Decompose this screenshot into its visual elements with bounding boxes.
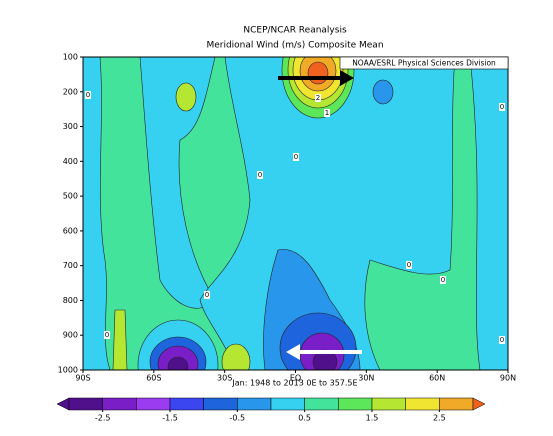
y-tick-label: 300 [63, 122, 78, 131]
colorbar-label: -2.5 [95, 414, 111, 423]
contour-label-bg [204, 291, 210, 299]
colorbar-label: -0.5 [230, 414, 246, 423]
colorbar-bin [136, 397, 171, 411]
y-tick-label: 700 [63, 261, 78, 270]
caption: Jan: 1948 to 2013 0E to 357.5E [231, 379, 357, 388]
contour-label-bg [499, 103, 505, 111]
x-tick-label: 30N [358, 374, 374, 383]
contour-label-bg [104, 331, 110, 339]
colorbar-bin [304, 397, 339, 411]
y-tick-label: 100 [63, 53, 78, 62]
contour-label: 0 [294, 153, 298, 161]
x-tick-label: 60S [146, 374, 161, 383]
colorbar-bin [371, 397, 406, 411]
x-tick-label: 90N [500, 374, 516, 383]
y-tick-label: 1000 [58, 366, 78, 375]
contour-label-bg [293, 153, 299, 161]
x-tick-label: EQ [290, 374, 301, 383]
colorbar-label: 0.5 [298, 414, 311, 423]
contour-label: 0 [258, 171, 262, 179]
contour-label-bg [85, 91, 91, 99]
y-tick-label: 500 [63, 192, 78, 201]
y-tick-label: 400 [63, 157, 78, 166]
contour-label: 0 [205, 291, 209, 299]
contour-label: 0 [441, 276, 445, 284]
y-tick-label: 800 [63, 296, 78, 305]
contour-label: 2 [316, 94, 320, 102]
colorbar-end [56, 397, 70, 411]
colorbar-bin [405, 397, 440, 411]
chart-title: NCEP/NCAR Reanalysis [243, 26, 347, 36]
contour-label: 0 [500, 103, 504, 111]
contour-label: 0 [500, 336, 504, 344]
colorbar-end [472, 397, 486, 411]
colorbar-bin [68, 397, 103, 411]
colorbar-label: 2.5 [433, 414, 446, 423]
colorbar-bin [169, 397, 204, 411]
contour-label-bg [324, 109, 330, 117]
white-arrow [286, 344, 362, 360]
black-arrow [278, 70, 354, 86]
credit: NOAA/ESRL Physical Sciences Division [352, 59, 496, 68]
contour-label-bg [440, 276, 446, 284]
colorbar-label: -1.5 [162, 414, 178, 423]
colorbar-bin [439, 397, 474, 411]
contour-label-bg [499, 336, 505, 344]
contour-label-bg [406, 261, 412, 269]
colorbar-bin [338, 397, 373, 411]
y-tick-label: 200 [63, 87, 78, 96]
x-tick-label: 60N [429, 374, 445, 383]
colorbar-bin [203, 397, 238, 411]
colorbar-bin [102, 397, 137, 411]
colorbar-label: 1.5 [366, 414, 379, 423]
x-tick-label: 90S [75, 374, 90, 383]
contour-label: 0 [86, 91, 90, 99]
y-tick-label: 600 [63, 226, 78, 235]
colorbar-bin [270, 397, 305, 411]
contour-label-bg [257, 171, 263, 179]
x-tick-label: 30S [217, 374, 232, 383]
colorbar-bin [237, 397, 272, 411]
chart-subtitle: Meridional Wind (m/s) Composite Mean [206, 41, 383, 51]
contour-label-bg [315, 94, 321, 102]
y-tick-label: 900 [63, 331, 78, 340]
credit-box [339, 56, 509, 70]
contour-label: 0 [105, 331, 109, 339]
contour-label: 0 [407, 261, 411, 269]
contour-label: 1 [325, 109, 329, 117]
